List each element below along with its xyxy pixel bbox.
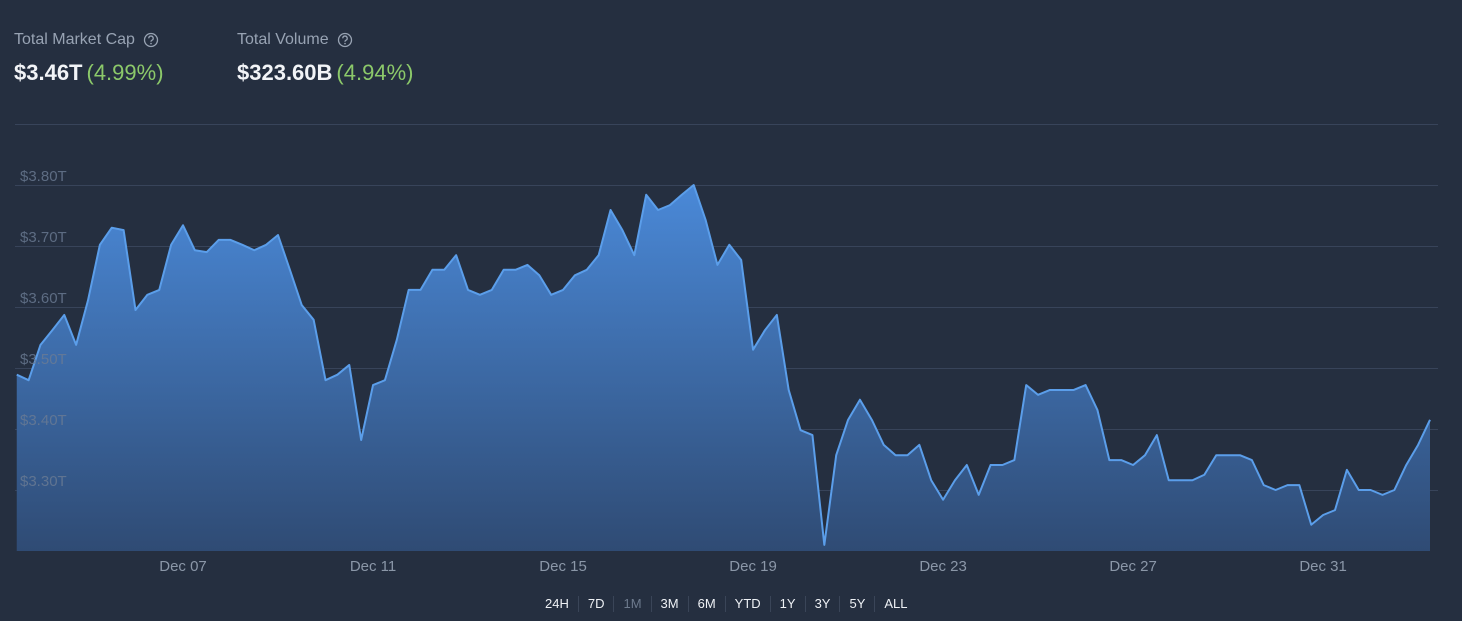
market-cap-stat: Total Market Cap $3.46T (4.99%) [14,29,164,86]
x-tick-label: Dec 31 [1299,558,1347,575]
range-button[interactable]: 3M [650,596,688,612]
range-button[interactable]: 6M [687,596,725,612]
y-tick-label: $3.70T [20,229,67,246]
y-tick-label: $3.40T [20,412,67,429]
stat-label: Total Market Cap [14,31,135,48]
x-tick-label: Dec 11 [350,558,396,575]
range-button[interactable]: YTD [724,596,770,612]
stat-change: (4.99%) [86,60,164,85]
range-button[interactable]: 7D [577,596,614,612]
y-tick-label: $3.60T [20,290,67,307]
area [16,185,1430,551]
help-icon[interactable] [337,32,353,48]
x-tick-label: Dec 19 [729,558,777,575]
stat-value: $3.46T [14,60,83,85]
x-tick-label: Dec 15 [539,558,587,575]
x-tick-label: Dec 23 [919,558,967,575]
range-button[interactable]: 5Y [839,596,874,612]
range-button[interactable]: 1Y [769,596,805,612]
x-tick-label: Dec 07 [159,558,207,575]
stat-label: Total Volume [237,31,329,48]
help-icon[interactable] [143,32,159,48]
y-tick-label: $3.30T [20,473,67,490]
range-button[interactable]: 24H [545,596,569,611]
y-tick-label: $3.50T [20,351,67,368]
y-tick-label: $3.80T [20,168,67,185]
chart: $3.30T $3.40T $3.50T $3.60T $3.70T $3.80T Dec … [15,124,1438,575]
range-buttons: 24H 7D 1M 3M 6M YTD 1Y 3Y 5Y ALL [536,596,917,612]
line [16,184,1431,546]
range-button[interactable]: 1M [613,596,650,612]
x-tick-label: Dec 27 [1109,558,1157,575]
stat-value: $323.60B [237,60,333,85]
range-button[interactable]: 3Y [804,596,840,612]
stat-change: (4.94%) [336,60,414,85]
range-button[interactable]: ALL [874,596,916,612]
volume-stat: Total Volume $323.60B (4.94%) [237,29,413,86]
